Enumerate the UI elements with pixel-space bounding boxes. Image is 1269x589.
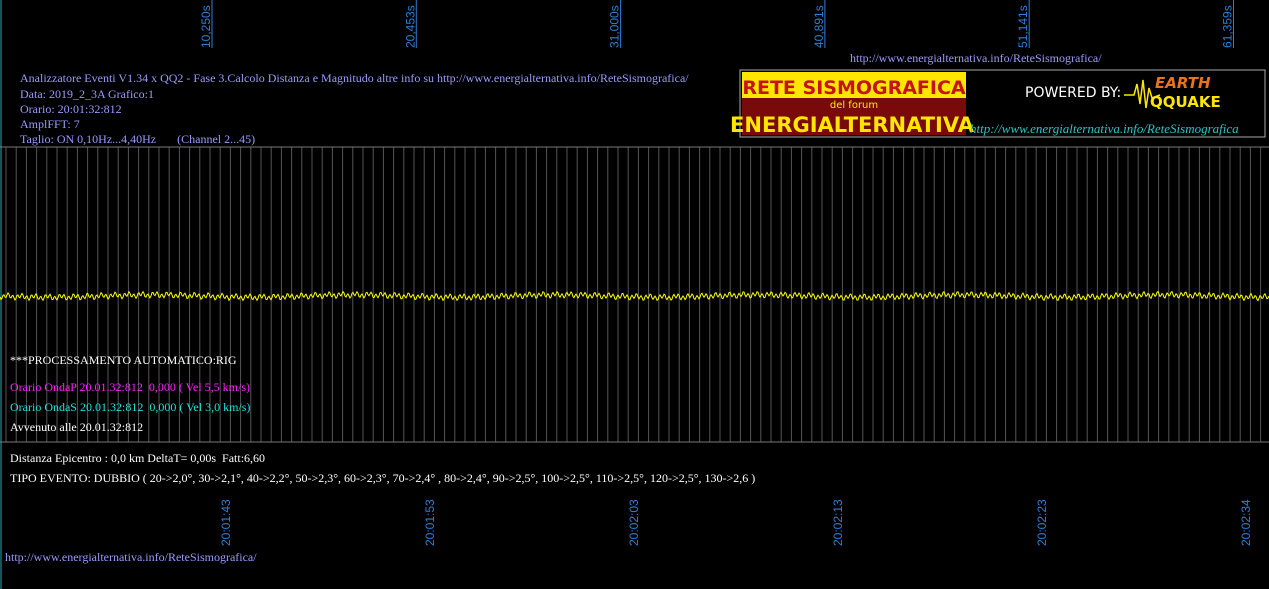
logo-brand: QQUAKE bbox=[1150, 93, 1221, 111]
logo-name: ENERGIALTERNATIVA bbox=[730, 113, 975, 137]
header-line: Orario: 20:01:32:812 bbox=[20, 102, 122, 116]
logo-url: http://www.energialternativa.info/ReteSi… bbox=[970, 121, 1239, 136]
top-time-label: 31,000s bbox=[608, 5, 622, 48]
wave-s: Orario OndaS 20.01.32:812 0,000 ( Vel 3,… bbox=[10, 400, 250, 414]
bottom-time-label: 20:02:34 bbox=[1239, 499, 1253, 546]
bottom-time-label: 20:02:03 bbox=[627, 499, 641, 546]
processing-title: ***PROCESSAMENTO AUTOMATICO:RIG bbox=[10, 353, 237, 367]
distance: Distanza Epicentro : 0,0 km DeltaT= 0,00… bbox=[10, 451, 265, 465]
top-time-label: 40,891s bbox=[812, 5, 826, 48]
logo-band bbox=[742, 72, 966, 98]
grid bbox=[5, 147, 1262, 442]
bottom-url: http://www.energialternativa.info/ReteSi… bbox=[5, 550, 257, 564]
header-line: AmplFFT: 7 bbox=[20, 117, 80, 131]
occurred: Avvenuto alle 20.01.32:812 bbox=[10, 420, 143, 434]
top-time-label: 20,453s bbox=[403, 5, 417, 48]
time-axes: 10,250s 20,453s 31,000s 40,891s 51,141s 61,35… bbox=[199, 0, 1253, 546]
top-time-label: 51,141s bbox=[1016, 5, 1030, 48]
top-time-label: 10,250s bbox=[199, 5, 213, 48]
seismogram-trace bbox=[0, 290, 1269, 302]
top-time-label: 61,359s bbox=[1221, 5, 1235, 48]
header-line: Taglio: ON 0,10Hz...4,40Hz (Channel 2...… bbox=[20, 132, 255, 146]
event-type: TIPO EVENTO: DUBBIO ( 20->2,0°, 30->2,1°… bbox=[10, 471, 755, 485]
logo-powered: POWERED BY: bbox=[1025, 85, 1121, 101]
top-url: http://www.energialternativa.info/ReteSi… bbox=[850, 51, 1102, 65]
wave-p: Orario OndaP 20.01.32:812 0,000 ( Vel 5,… bbox=[10, 380, 250, 394]
logo-brand: EARTH bbox=[1155, 74, 1211, 92]
header-line: Analizzatore Eventi V1.34 x QQ2 - Fase 3… bbox=[20, 71, 689, 85]
bottom-time-label: 20:02:23 bbox=[1035, 499, 1049, 546]
logo-icon bbox=[1124, 79, 1161, 109]
bottom-time-label: 20:01:53 bbox=[423, 499, 437, 546]
logo-band bbox=[742, 98, 966, 135]
header-line: Data: 2019_2_3A Grafico:1 bbox=[20, 87, 154, 101]
logo-title: RETE SISMOGRAFICA bbox=[742, 77, 966, 99]
logo: RETE SISMOGRAFICA del forum ENERGIALTERN… bbox=[730, 69, 1266, 138]
logo-subtitle: del forum bbox=[830, 100, 878, 111]
bottom-time-label: 20:02:13 bbox=[831, 499, 845, 546]
bottom-time-label: 20:01:43 bbox=[219, 499, 233, 546]
